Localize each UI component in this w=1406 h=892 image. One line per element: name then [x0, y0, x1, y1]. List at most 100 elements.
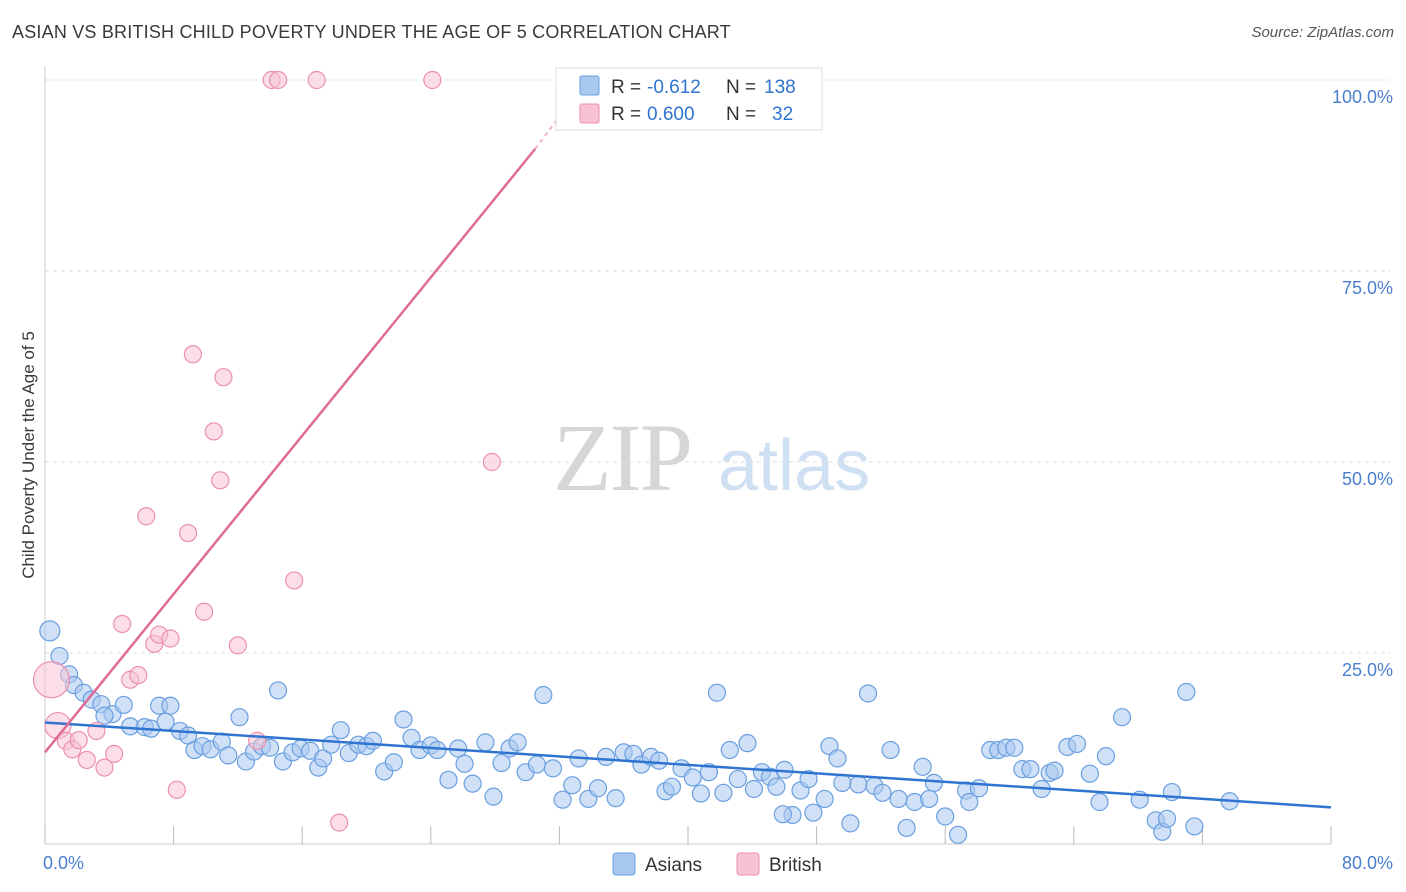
- y-tick-labels: 25.0% 50.0% 75.0% 100.0%: [1332, 87, 1393, 680]
- asian-point: [534, 685, 553, 705]
- stats-swatch-british: [579, 103, 600, 124]
- asian-point: [1005, 738, 1024, 757]
- asian-point: [563, 776, 582, 795]
- watermark-zip: ZIP: [553, 404, 691, 511]
- british-trend-line: [44, 147, 537, 754]
- stats-box-frame: [555, 67, 823, 131]
- asian-point: [662, 777, 682, 796]
- asian-point: [707, 683, 727, 702]
- british-point: [105, 744, 124, 763]
- y-tick-label: 50.0%: [1342, 469, 1393, 489]
- british-point: [32, 661, 71, 699]
- british-point: [195, 602, 214, 621]
- asian-point: [156, 712, 175, 731]
- british-point: [129, 666, 148, 685]
- british-point: [161, 629, 180, 648]
- series-asians: [39, 620, 1239, 844]
- asian-point: [683, 768, 702, 787]
- y-tick-label: 75.0%: [1342, 278, 1393, 298]
- asian-point: [714, 783, 733, 802]
- asian-point: [588, 779, 608, 798]
- british-point: [330, 813, 349, 832]
- trend-lines: [44, 94, 1332, 809]
- asian-point: [924, 773, 944, 792]
- british-point: [167, 780, 186, 799]
- asian-point: [1090, 792, 1109, 812]
- asian-point: [322, 735, 341, 754]
- british-point: [113, 614, 132, 634]
- asian-point: [543, 759, 563, 778]
- asian-point: [384, 753, 403, 772]
- asian-point: [815, 789, 834, 809]
- legend-swatch-british: [736, 852, 760, 876]
- asian-point: [219, 746, 238, 765]
- asian-point: [463, 774, 482, 793]
- british-point: [211, 471, 230, 490]
- asian-point: [114, 695, 133, 715]
- british-point: [423, 70, 442, 90]
- asian-point: [527, 755, 546, 774]
- asian-point: [476, 733, 495, 752]
- y-tick-label: 25.0%: [1342, 660, 1393, 680]
- british-point: [137, 507, 156, 526]
- asian-point: [881, 740, 900, 760]
- source-note: Source: ZipAtlas.com: [1251, 24, 1394, 41]
- asian-point: [773, 805, 792, 824]
- asian-point: [596, 747, 616, 767]
- stats-asians-r-value: -0.612: [647, 77, 701, 98]
- asian-point: [331, 721, 350, 740]
- x-tick-label: 0.0%: [43, 853, 84, 873]
- asian-point: [268, 681, 288, 700]
- stats-asians-n-label: N =: [726, 77, 756, 98]
- british-point: [214, 368, 233, 387]
- asian-point: [484, 787, 503, 806]
- asian-point: [1177, 682, 1196, 702]
- british-point: [95, 758, 114, 777]
- asian-point: [858, 684, 878, 703]
- asian-point: [936, 807, 955, 826]
- x-tick-labels: 0.0% 80.0%: [43, 853, 1393, 873]
- asian-point: [828, 749, 847, 768]
- asian-point: [553, 790, 572, 809]
- asian-point: [833, 773, 852, 792]
- asian-point: [161, 696, 180, 715]
- grid-lines: [45, 79, 1391, 654]
- asian-point: [728, 769, 747, 789]
- british-point: [69, 730, 88, 750]
- asian-point: [649, 751, 669, 770]
- stats-box: R = -0.612 N = 138 R = 0.600 N = 32: [555, 67, 823, 131]
- asian-point: [960, 792, 979, 812]
- stats-british-r-label: R =: [611, 104, 641, 125]
- asian-point: [1080, 764, 1099, 783]
- british-point: [482, 452, 501, 472]
- asian-point: [313, 749, 333, 768]
- y-tick-label: 100.0%: [1332, 87, 1393, 107]
- british-point: [285, 571, 304, 590]
- axes: [44, 66, 1332, 845]
- asian-point: [1067, 734, 1087, 754]
- asian-point: [897, 818, 916, 838]
- asian-point: [873, 783, 892, 802]
- asian-point: [1112, 708, 1132, 727]
- asian-point: [363, 731, 383, 750]
- asian-point: [606, 789, 625, 808]
- watermark-atlas: atlas: [718, 426, 870, 506]
- asian-point: [691, 784, 710, 803]
- x-tick-label: 80.0%: [1342, 853, 1393, 873]
- asian-point: [1157, 809, 1177, 828]
- stats-british-n-value: 32: [772, 104, 793, 125]
- series-british: [32, 70, 501, 832]
- asian-point: [767, 777, 786, 796]
- asian-point: [738, 734, 757, 753]
- asian-point: [230, 708, 249, 727]
- asian-point: [948, 825, 968, 844]
- asian-point: [508, 733, 527, 752]
- asian-point: [699, 763, 718, 782]
- british-trend-extension: [534, 94, 577, 150]
- asian-point: [1021, 760, 1040, 779]
- stats-british-n-label: N =: [726, 104, 756, 125]
- asian-point: [920, 789, 939, 809]
- legend: Asians British: [612, 852, 822, 876]
- asian-point: [455, 754, 474, 773]
